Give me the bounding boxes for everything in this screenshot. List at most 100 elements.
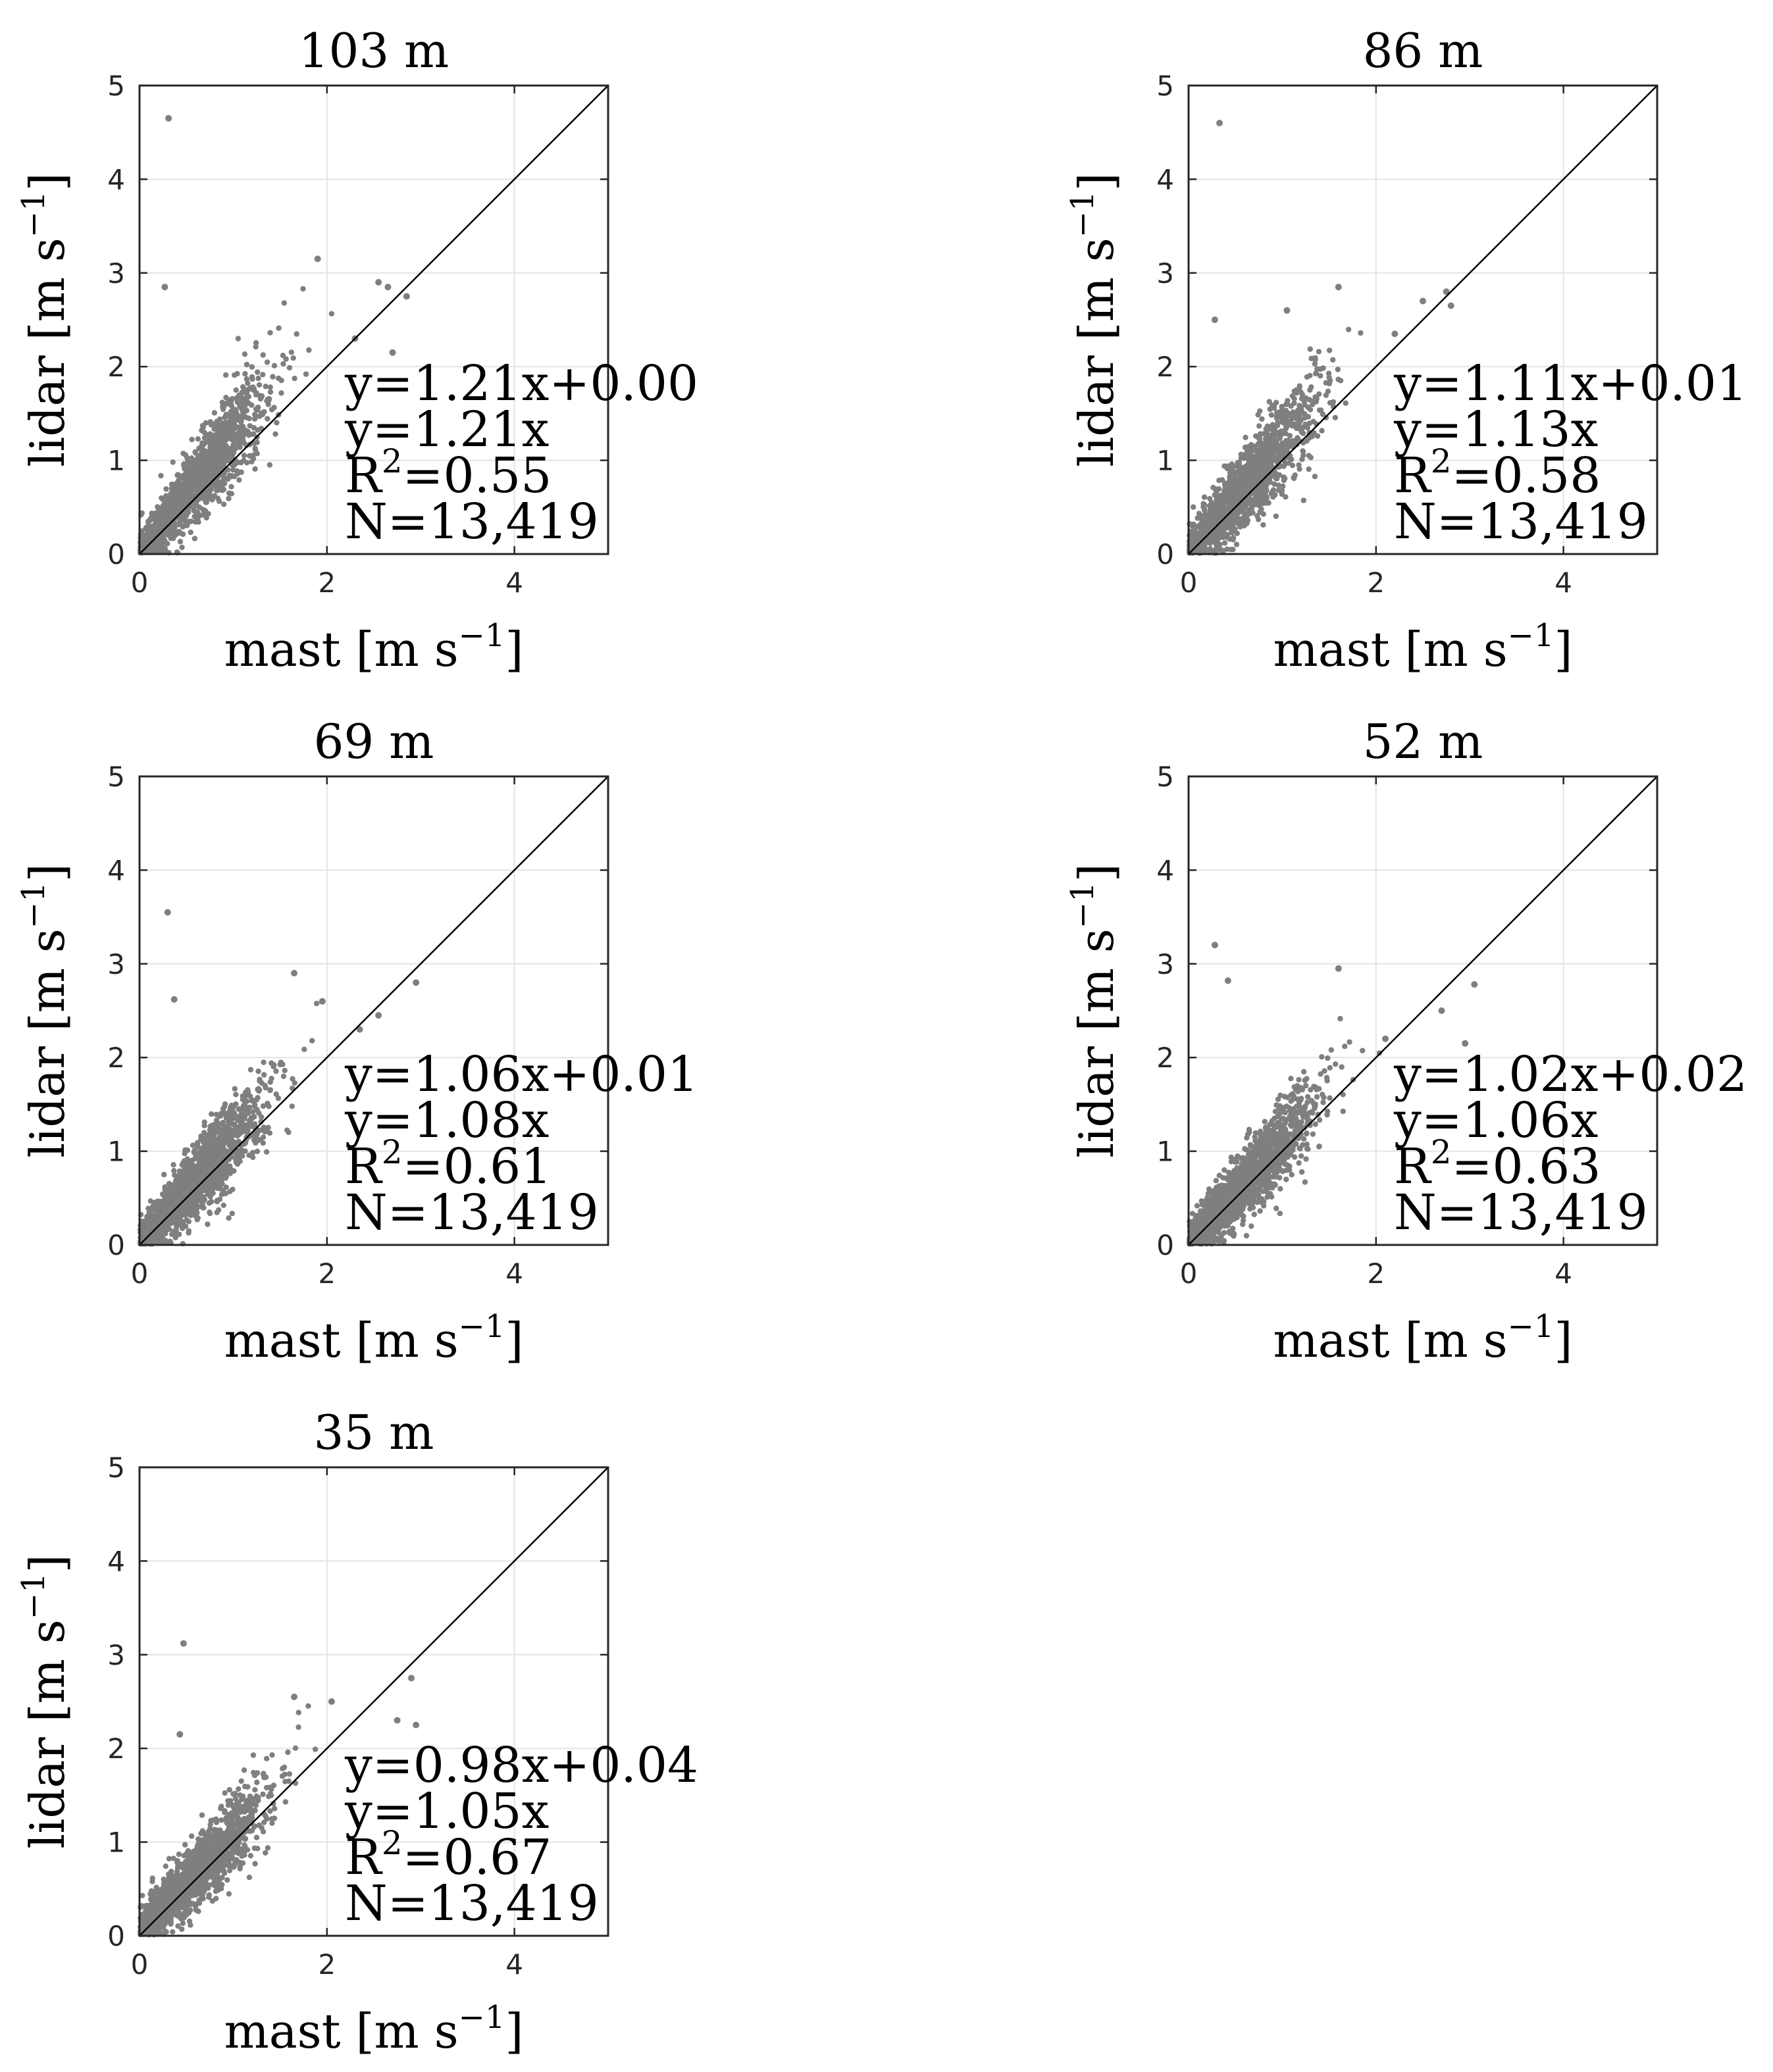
- data-point: [224, 476, 230, 482]
- data-point: [228, 491, 235, 497]
- x-tick-label: 4: [1555, 567, 1572, 599]
- data-point: [165, 532, 171, 538]
- data-point: [1291, 400, 1297, 406]
- data-point: [1275, 488, 1282, 493]
- data-point: [1304, 438, 1310, 444]
- data-point: [218, 1132, 224, 1138]
- data-point: [1230, 524, 1236, 530]
- data-point: [292, 375, 297, 382]
- data-point: [230, 467, 236, 473]
- data-point: [264, 359, 270, 365]
- data-point: [217, 1113, 223, 1119]
- data-point: [211, 1121, 218, 1128]
- data-point: [222, 372, 229, 378]
- data-point: [260, 372, 266, 378]
- data-point: [221, 426, 228, 432]
- data-point: [1228, 472, 1235, 478]
- data-point: [1236, 520, 1242, 526]
- r-squared: R2=0.55: [345, 442, 552, 504]
- data-point: [313, 1000, 320, 1007]
- data-point: [181, 461, 187, 467]
- data-point: [1199, 519, 1205, 525]
- data-point: [187, 496, 193, 503]
- data-point: [1297, 466, 1302, 472]
- data-point: [267, 389, 274, 395]
- data-point: [267, 384, 273, 390]
- data-point: [159, 1191, 166, 1198]
- data-point: [1296, 414, 1302, 420]
- data-point: [1297, 383, 1302, 389]
- sample-count: N=13,419: [345, 1184, 599, 1241]
- data-point: [249, 376, 255, 382]
- data-point: [220, 501, 227, 507]
- data-point: [1220, 505, 1226, 511]
- data-point: [167, 493, 173, 500]
- data-point: [1256, 423, 1262, 429]
- data-point: [1267, 457, 1273, 463]
- data-point: [1220, 529, 1227, 536]
- y-tick-label: 5: [107, 761, 125, 793]
- data-point: [1264, 495, 1270, 501]
- data-point: [1212, 537, 1218, 543]
- data-point: [1264, 449, 1270, 455]
- data-point: [231, 1142, 237, 1148]
- data-point: [205, 474, 211, 480]
- data-point: [1345, 326, 1352, 332]
- data-point: [216, 440, 222, 445]
- data-point: [178, 1170, 184, 1176]
- data-point: [250, 452, 256, 459]
- data-point: [1214, 497, 1220, 503]
- data-point: [149, 1213, 156, 1219]
- data-point: [1218, 499, 1225, 505]
- data-point: [211, 469, 217, 475]
- x-axis-label: mast [m s−1]: [224, 617, 523, 677]
- data-point: [224, 448, 230, 455]
- data-point: [251, 386, 257, 392]
- data-point: [1272, 481, 1277, 487]
- data-point: [271, 363, 278, 368]
- data-point: [1266, 442, 1272, 447]
- data-point: [1335, 284, 1342, 291]
- y-tick-label: 5: [1156, 70, 1174, 102]
- data-point: [1316, 349, 1322, 355]
- data-point: [1297, 407, 1303, 414]
- data-point: [159, 495, 165, 501]
- data-point: [286, 365, 293, 371]
- data-point: [245, 380, 251, 386]
- data-point: [1324, 1108, 1331, 1115]
- data-point: [152, 1220, 158, 1226]
- data-point: [257, 1076, 263, 1082]
- data-point: [211, 410, 218, 416]
- data-point: [172, 1234, 178, 1241]
- data-point: [1243, 434, 1248, 440]
- data-point: [288, 349, 294, 355]
- data-point: [1328, 1047, 1335, 1053]
- y-tick-label: 1: [107, 1136, 125, 1168]
- data-point: [1207, 495, 1213, 502]
- data-point: [301, 1046, 307, 1053]
- y-tick-label: 2: [107, 1042, 125, 1074]
- data-point: [260, 352, 266, 358]
- data-point: [178, 499, 184, 506]
- data-point: [215, 431, 221, 437]
- x-axis-label: mast [m s−1]: [1273, 617, 1572, 677]
- data-point: [1233, 491, 1239, 497]
- data-point: [246, 415, 252, 422]
- data-point: [190, 1167, 195, 1174]
- data-point: [194, 1151, 201, 1157]
- data-point: [197, 463, 203, 468]
- data-point: [1243, 463, 1248, 470]
- data-point: [229, 396, 235, 402]
- data-point: [260, 1134, 267, 1140]
- data-point: [188, 529, 193, 536]
- data-point: [226, 428, 232, 434]
- data-point: [173, 483, 179, 489]
- data-point: [289, 1103, 295, 1109]
- data-point: [263, 1149, 270, 1155]
- data-point: [179, 1188, 186, 1194]
- data-point: [181, 1163, 187, 1169]
- data-point: [1235, 497, 1241, 503]
- data-point: [228, 484, 234, 490]
- data-point: [1293, 387, 1300, 393]
